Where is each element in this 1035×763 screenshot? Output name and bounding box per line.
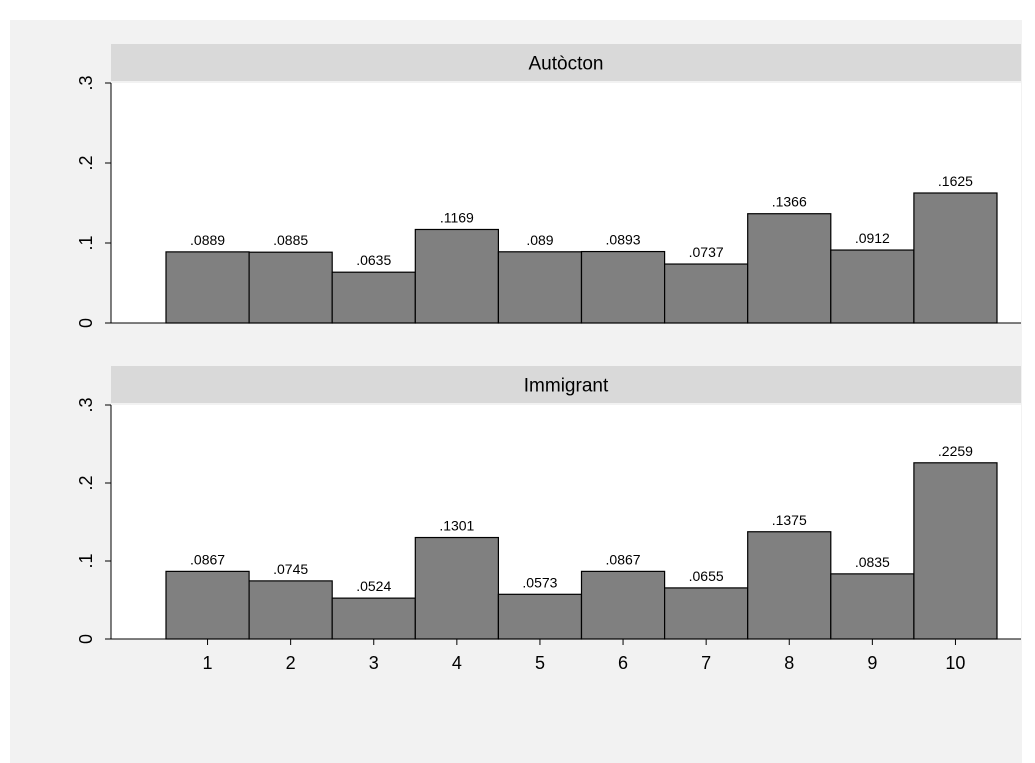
panel-header	[111, 366, 1021, 403]
x-tick-label: 6	[618, 653, 628, 673]
bar-value-label: .0835	[855, 554, 890, 570]
y-tick-label: .2	[76, 155, 96, 170]
bar	[913, 192, 998, 324]
bar	[331, 597, 416, 640]
bar	[747, 213, 832, 324]
bar-value-label: .0889	[190, 232, 225, 248]
bar-value-label: .0635	[356, 252, 391, 268]
bar	[165, 251, 250, 324]
bar-value-label: .0893	[606, 232, 641, 248]
bar	[580, 570, 666, 640]
x-tick-label: 3	[369, 653, 379, 673]
bar	[830, 249, 915, 324]
bar	[414, 536, 499, 640]
bar-value-label: .2259	[938, 443, 973, 459]
bar	[248, 251, 333, 324]
bar-value-label: .1625	[938, 173, 973, 189]
bar-value-label: .1301	[439, 518, 474, 534]
x-tick-label: 7	[701, 653, 711, 673]
x-tick-label: 10	[945, 653, 965, 673]
bar	[913, 462, 998, 640]
bar	[497, 593, 583, 640]
bar	[747, 531, 832, 640]
bar	[414, 228, 499, 324]
bar-value-label: .0524	[356, 578, 391, 594]
bar-value-label: .1366	[772, 194, 807, 210]
bar-value-label: .0737	[689, 244, 724, 260]
bar-value-label: .0573	[522, 574, 557, 590]
panel-title: Immigrant	[524, 376, 609, 397]
x-tick-label: 2	[286, 653, 296, 673]
panel-title: Autòcton	[529, 54, 604, 75]
bar	[830, 573, 915, 640]
bar	[580, 250, 666, 324]
y-tick-label: .3	[76, 75, 96, 90]
y-tick-label: .1	[76, 235, 96, 250]
bar-value-label: .0655	[689, 568, 724, 584]
panel-2: Immigrant 0 .1 .2 .3 .0867 .0745 .0524 .1301 .057…	[76, 366, 1021, 673]
x-tick-label: 1	[203, 653, 213, 673]
bar	[497, 251, 583, 324]
x-tick-label: 9	[867, 653, 877, 673]
bar-value-label: .0867	[190, 551, 225, 567]
panel-1: Autòcton 0 .1 .2 .3 .0889 .0885 .0635 .1169 .089.…	[76, 44, 1021, 328]
y-tick-label: .1	[76, 553, 96, 568]
bar-value-label: .0745	[273, 561, 308, 577]
bar-value-label: .1375	[772, 512, 807, 528]
bar	[248, 580, 333, 640]
bar-value-label: .0885	[273, 232, 308, 248]
bar-value-label: .0912	[855, 230, 890, 246]
x-tick-label: 8	[784, 653, 794, 673]
y-tick-label: 0	[76, 318, 96, 328]
bar	[663, 587, 749, 640]
y-tick-label: .2	[76, 475, 96, 490]
bar	[663, 263, 749, 324]
x-tick-label: 5	[535, 653, 545, 673]
x-tick-label: 4	[452, 653, 462, 673]
y-tick-label: .3	[76, 397, 96, 412]
bar-value-label: .1169	[440, 209, 474, 225]
panel-header	[111, 44, 1021, 81]
bar-value-label: .0867	[606, 551, 641, 567]
bar	[331, 271, 416, 324]
y-tick-label: 0	[76, 634, 96, 644]
bar	[165, 570, 250, 640]
bar-value-label: .089	[526, 232, 553, 248]
